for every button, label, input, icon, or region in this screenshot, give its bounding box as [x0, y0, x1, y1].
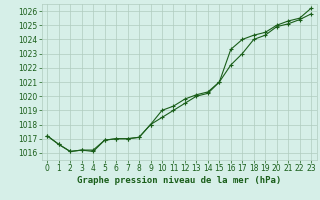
X-axis label: Graphe pression niveau de la mer (hPa): Graphe pression niveau de la mer (hPa) [77, 176, 281, 185]
